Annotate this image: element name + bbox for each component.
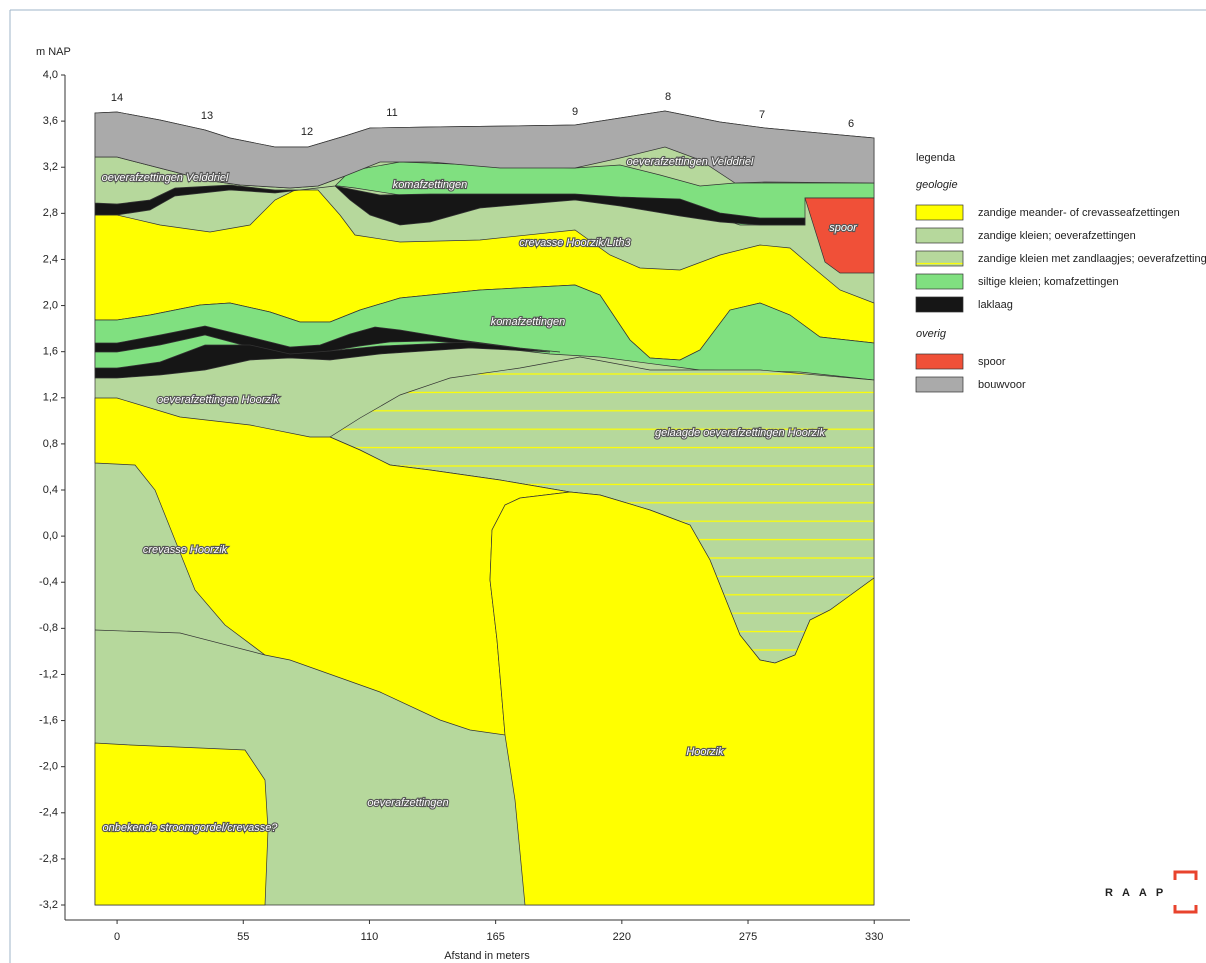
borehole-label: 7: [759, 109, 765, 121]
x-tick-label: 0: [114, 931, 120, 943]
legend-swatch: [915, 376, 964, 393]
borehole-label: 8: [665, 91, 671, 103]
y-tick-label: 3,2: [43, 161, 58, 173]
legend-label: bouwvoor: [978, 379, 1026, 391]
unit-label: komafzettingen: [491, 316, 566, 328]
legend-label: zandige kleien met zandlaagjes; oeverafz…: [978, 253, 1206, 265]
unit-label: gelaagde oeverafzettingen Hoorzik: [655, 427, 826, 439]
y-tick-label: 3,6: [43, 115, 58, 127]
legend-swatch: [915, 273, 964, 290]
unit-label: komafzettingen: [393, 179, 468, 191]
unit-lak: [94, 325, 561, 356]
y-tick-label: 1,2: [43, 392, 58, 404]
unit-label: oeverafzettingen Hoorzik: [157, 394, 279, 406]
y-tick-label: -1,6: [39, 714, 58, 726]
logo-bracket: [1173, 870, 1198, 880]
y-tick-label: -3,2: [39, 899, 58, 911]
unit-label: onbekende stroomgordel/crevasse?: [103, 822, 279, 834]
unit-trace: [804, 197, 875, 274]
x-tick-label: 275: [739, 931, 757, 943]
borehole-label: 11: [386, 107, 397, 119]
y-tick-label: -2,8: [39, 853, 58, 865]
legend-label: laklaag: [978, 299, 1013, 311]
unit-label: spoor: [829, 222, 858, 234]
y-tick-label: -0,8: [39, 622, 58, 634]
y-tick-label: -2,0: [39, 761, 58, 773]
y-tick-label: -1,2: [39, 668, 58, 680]
y-tick-label: 4,0: [43, 69, 58, 81]
legend-label: zandige meander- of crevasseafzettingen: [978, 207, 1180, 219]
y-axis-label: m NAP: [36, 46, 71, 58]
borehole-label: 9: [572, 106, 578, 118]
x-tick-label: 110: [361, 931, 379, 943]
y-tick-label: 0,8: [43, 438, 58, 450]
unit-label: crevasse Hoorzik/Lith3: [519, 237, 631, 249]
y-tick-label: 2,8: [43, 207, 58, 219]
legend-label: spoor: [978, 356, 1006, 368]
y-tick-label: 2,0: [43, 299, 58, 311]
unit-topsoil: [94, 110, 875, 189]
legend-swatch: [915, 353, 964, 370]
legend-title: legenda: [916, 152, 956, 164]
y-tick-label: 1,6: [43, 346, 58, 358]
legend-swatch: [915, 204, 964, 221]
y-tick-label: 2,4: [43, 253, 58, 265]
x-tick-label: 165: [486, 931, 504, 943]
unit-sand: [94, 742, 269, 906]
legend-group-title: overig: [916, 328, 947, 340]
unit-label: oeverafzettingen Velddriel: [627, 156, 754, 168]
x-tick-label: 330: [865, 931, 883, 943]
logo-bracket: [1173, 905, 1198, 914]
logo-text: RAAP: [1105, 887, 1172, 899]
y-tick-label: -2,4: [39, 807, 58, 819]
unit-labels: oeverafzettingen Velddriel oeverafzettin…: [101, 155, 860, 835]
x-axis-label: Afstand in meters: [444, 950, 530, 962]
borehole-label: 14: [111, 92, 123, 104]
legend-label: zandige kleien; oeverafzettingen: [978, 230, 1136, 242]
borehole-label: 12: [301, 126, 313, 138]
y-tick-label: -0,4: [39, 576, 58, 588]
y-tick-label: 0,0: [43, 530, 58, 542]
unit-label: crevasse Hoorzik: [143, 544, 228, 556]
unit-sand: [489, 491, 875, 906]
unit-label: Hoorzik: [686, 746, 724, 758]
unit-lak: [333, 185, 806, 226]
unit-label: oeverafzettingen: [367, 797, 448, 809]
legend-swatch: [915, 296, 964, 313]
x-tick-label: 55: [237, 931, 249, 943]
borehole-label: 6: [848, 118, 854, 130]
boundary: [94, 629, 266, 656]
y-tick-label: 0,4: [43, 484, 58, 496]
legend-group-title: geologie: [916, 179, 958, 191]
legend-swatch: [915, 250, 964, 267]
x-tick-label: 220: [613, 931, 631, 943]
cross-section: [94, 110, 875, 906]
borehole-labels: 14 13 12 11 9 8 7 6: [111, 91, 854, 138]
unit-lak: [94, 341, 551, 379]
unit-label: oeverafzettingen Velddriel: [102, 172, 229, 184]
legend-swatch: [915, 227, 964, 244]
borehole-label: 13: [201, 110, 213, 122]
logo: RAAP: [1105, 870, 1198, 914]
legend-label: siltige kleien; komafzettingen: [978, 276, 1119, 288]
